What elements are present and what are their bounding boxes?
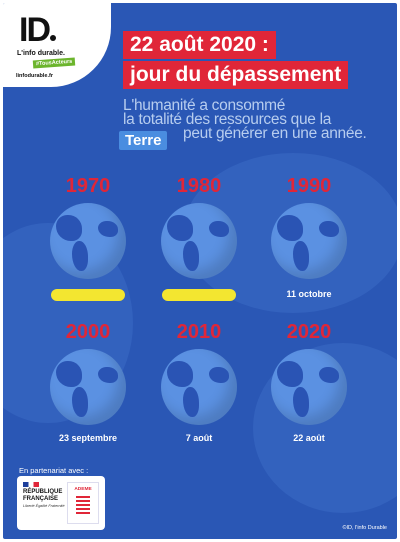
globe-icon: [50, 349, 126, 425]
title-line-1: 22 août 2020 :: [123, 31, 276, 59]
poster: ID L'info durable. #TousActeurs linfodur…: [3, 3, 397, 539]
copyright: ©ID, l'info Durable: [342, 525, 387, 531]
date-label: 7 août: [185, 433, 213, 443]
year-label: 2010: [176, 321, 222, 343]
timeline-item-2010: 2010 7 août: [144, 321, 254, 445]
date-label: [33, 309, 143, 321]
timeline-item-2020: 2020 22 août: [254, 321, 364, 445]
timeline-item-1970: 1970: [33, 175, 143, 321]
logo-mark: ID: [19, 11, 56, 50]
republique-motto: Liberté Égalité Fraternité: [23, 504, 65, 508]
ademe-label: ADEME: [74, 487, 92, 492]
timeline-item-1980: 1980: [144, 175, 254, 321]
timeline-item-1990: 1990 11 octobre: [254, 175, 364, 301]
partners-card: RÉPUBLIQUE FRANÇAISE Liberté Égalité Frat…: [17, 476, 105, 530]
title-line-2: jour du dépassement: [123, 61, 349, 89]
year-label: 1970: [65, 175, 111, 197]
date-label: 11 octobre: [286, 289, 332, 299]
date-label: 23 septembre: [58, 433, 118, 443]
globe-icon: [50, 203, 126, 279]
year-label: 1980: [176, 175, 222, 197]
globe-icon: [161, 349, 237, 425]
date-label: 22 août: [293, 433, 325, 443]
globe-icon: [161, 203, 237, 279]
timeline-item-2000: 2000 23 septembre: [33, 321, 143, 445]
logo-card[interactable]: ID L'info durable. #TousActeurs linfodur…: [3, 3, 111, 87]
logo-tagline: L'info durable.: [17, 50, 65, 57]
subtitle: L'humanité a consommé la totalité des re…: [123, 97, 393, 142]
globe-icon: [271, 349, 347, 425]
year-label: 2000: [65, 321, 111, 343]
partners-label: En partenariat avec :: [19, 466, 89, 475]
hashtag-pill: #TousActeurs: [32, 57, 76, 69]
date-label: [144, 309, 254, 321]
subtitle-line-3: peut générer en une année.: [183, 125, 367, 142]
subtitle-line-2: la totalité des ressources que la: [123, 111, 332, 128]
year-label: 2020: [286, 321, 332, 343]
terre-highlight: Terre: [119, 131, 168, 150]
site-url: linfodurable.fr: [16, 73, 53, 79]
ademe-stripes-icon: [76, 496, 90, 514]
subtitle-line-1: L'humanité a consommé: [123, 97, 286, 114]
ademe-logo[interactable]: ADEME: [67, 482, 99, 524]
year-label: 1990: [286, 175, 332, 197]
overshoot-bar: [162, 289, 236, 301]
logo-dot-icon: [50, 35, 56, 41]
globe-icon: [271, 203, 347, 279]
republique-francaise-logo[interactable]: RÉPUBLIQUE FRANÇAISE: [23, 489, 63, 502]
overshoot-bar: [51, 289, 125, 301]
marianne-flag-icon: [23, 482, 39, 487]
